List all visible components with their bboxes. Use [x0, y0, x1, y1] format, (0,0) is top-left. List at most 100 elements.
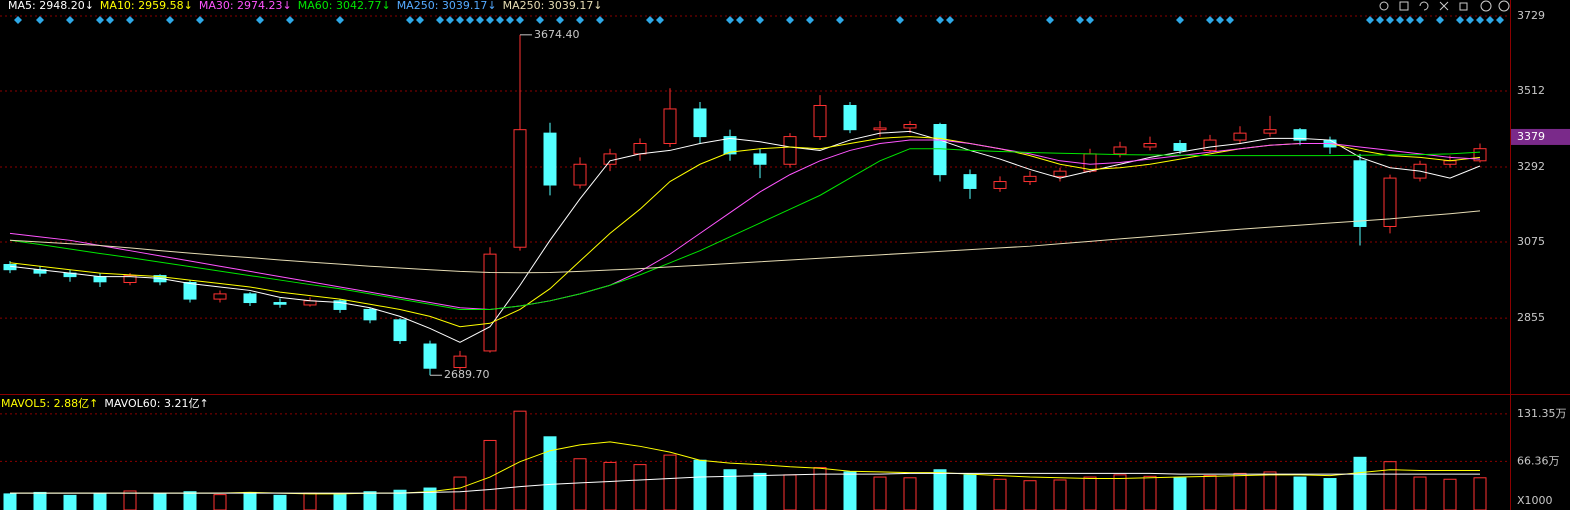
volume-bar — [843, 471, 857, 510]
volume-bar — [993, 478, 1007, 510]
signal-marker — [1086, 16, 1094, 24]
tool-icon[interactable] — [1459, 2, 1468, 11]
volume-bar — [603, 461, 617, 510]
tool-icon[interactable] — [1419, 1, 1429, 11]
candle-body — [1383, 177, 1397, 227]
volume-bar — [1113, 474, 1127, 510]
candle-body — [1173, 143, 1187, 151]
volume-bar — [63, 494, 77, 510]
volume-bar — [1443, 478, 1457, 510]
y-tick-label: 66.36万 — [1517, 454, 1560, 467]
volume-bar — [873, 476, 887, 510]
volume-bar — [1413, 476, 1427, 510]
volume-bar — [1263, 471, 1277, 510]
signal-marker — [1046, 16, 1054, 24]
legend-entry: MA250: 3039.17↓ — [397, 0, 497, 12]
volume-bar — [663, 454, 677, 510]
last-price-box — [1511, 128, 1570, 145]
volume-bar — [753, 472, 767, 510]
signal-marker — [66, 16, 74, 24]
ma-line — [10, 472, 1480, 494]
candle-body — [213, 293, 227, 300]
volume-bar — [1233, 472, 1247, 510]
signal-marker — [736, 16, 744, 24]
candle-body — [1143, 143, 1157, 148]
y-tick-label: 131.35万 — [1517, 407, 1567, 420]
candle-body — [903, 124, 917, 129]
signal-marker — [936, 16, 944, 24]
candle-body — [93, 276, 107, 283]
signal-marker — [286, 16, 294, 24]
signal-marker — [446, 16, 454, 24]
signal-marker — [14, 16, 22, 24]
zoom-in[interactable] — [1480, 0, 1492, 12]
toolbar[interactable] — [1379, 0, 1510, 12]
volume-bar — [363, 491, 377, 510]
y-tick-label: 3075 — [1517, 235, 1545, 248]
candle-body — [1293, 129, 1307, 141]
signal-marker — [496, 16, 504, 24]
candle-body — [873, 127, 887, 131]
candle-body — [663, 108, 677, 145]
signal-marker — [106, 16, 114, 24]
volume-bar — [573, 458, 587, 510]
candle-body — [243, 293, 257, 304]
candle-body — [123, 275, 137, 283]
volume-bar — [1203, 475, 1217, 510]
candle-body — [1443, 160, 1457, 165]
legend-entry: MAVOL60: 3.21亿↑ — [104, 397, 208, 410]
annotation-label: 3674.40 — [534, 28, 580, 41]
y-tick-label: 3292 — [1517, 160, 1545, 173]
last-price-label: 3379 — [1517, 130, 1545, 143]
volume-bar — [33, 491, 47, 510]
volume-bar — [1293, 476, 1307, 510]
candle-body — [1023, 175, 1037, 183]
signal-marker — [336, 16, 344, 24]
signal-marker — [1406, 16, 1414, 24]
candle-body — [753, 153, 767, 165]
signal-marker — [1476, 16, 1484, 24]
signal-marker — [1366, 16, 1374, 24]
signal-marker — [1226, 16, 1234, 24]
candle-body — [1053, 170, 1067, 177]
volume-bar — [453, 476, 467, 510]
candle-body — [633, 143, 647, 155]
signal-marker — [166, 16, 174, 24]
candle-body — [993, 181, 1007, 189]
tool-icon[interactable] — [1379, 1, 1389, 11]
volume-bar — [213, 494, 227, 510]
candle-body — [693, 108, 707, 138]
volume-bar — [513, 410, 527, 510]
signal-marker — [1216, 16, 1224, 24]
volume-bar — [693, 459, 707, 510]
candle-body — [723, 136, 737, 155]
signal-marker — [806, 16, 814, 24]
signal-marker — [1416, 16, 1424, 24]
signal-marker — [506, 16, 514, 24]
tool-icon[interactable] — [1439, 1, 1449, 11]
candle-body — [483, 253, 497, 352]
signal-marker — [466, 16, 474, 24]
candle-body — [933, 124, 947, 176]
y-tick-label: 3512 — [1517, 84, 1545, 97]
candle-body — [363, 308, 377, 321]
volume-bar — [483, 439, 497, 510]
volume-bar — [963, 474, 977, 510]
annotation-label: 2689.70 — [444, 368, 490, 381]
signal-marker — [946, 16, 954, 24]
candle-body — [393, 319, 407, 342]
volume-bar — [243, 491, 257, 510]
zoom-out[interactable] — [1498, 0, 1510, 12]
signal-marker — [756, 16, 764, 24]
candle-body — [333, 300, 347, 310]
candle-body — [1263, 129, 1277, 134]
volume-bar — [903, 477, 917, 510]
candle-body — [603, 153, 617, 165]
volume-bar — [1353, 456, 1367, 510]
signal-marker — [516, 16, 524, 24]
volume-bar — [153, 493, 167, 510]
candle-body — [453, 355, 467, 369]
tool-icon[interactable] — [1399, 1, 1409, 11]
signal-marker — [556, 16, 564, 24]
